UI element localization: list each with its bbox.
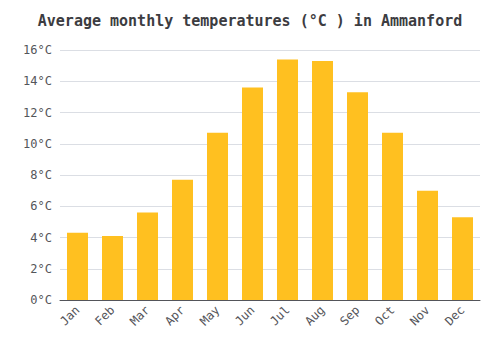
svg-text:6°C: 6°C bbox=[30, 199, 52, 213]
svg-text:Dec: Dec bbox=[442, 303, 467, 328]
svg-text:May: May bbox=[197, 303, 222, 328]
svg-text:16°C: 16°C bbox=[23, 43, 52, 57]
svg-text:12°C: 12°C bbox=[23, 106, 52, 120]
svg-text:Feb: Feb bbox=[92, 303, 117, 328]
svg-text:Jan: Jan bbox=[57, 303, 82, 328]
svg-text:Mar: Mar bbox=[127, 303, 152, 328]
svg-text:Aug: Aug bbox=[302, 303, 327, 328]
svg-text:Sep: Sep bbox=[337, 303, 362, 328]
svg-text:Average monthly temperatures (: Average monthly temperatures (°C ) in Am… bbox=[38, 12, 462, 30]
svg-text:2°C: 2°C bbox=[30, 262, 52, 276]
svg-text:Jul: Jul bbox=[267, 303, 292, 328]
svg-text:0°C: 0°C bbox=[30, 293, 52, 307]
svg-text:Nov: Nov bbox=[407, 303, 432, 328]
svg-text:Apr: Apr bbox=[162, 303, 187, 328]
svg-text:Jun: Jun bbox=[232, 303, 257, 328]
svg-text:Oct: Oct bbox=[372, 303, 397, 328]
svg-text:8°C: 8°C bbox=[30, 168, 52, 182]
svg-text:14°C: 14°C bbox=[23, 74, 52, 88]
svg-text:10°C: 10°C bbox=[23, 137, 52, 151]
svg-text:4°C: 4°C bbox=[30, 231, 52, 245]
